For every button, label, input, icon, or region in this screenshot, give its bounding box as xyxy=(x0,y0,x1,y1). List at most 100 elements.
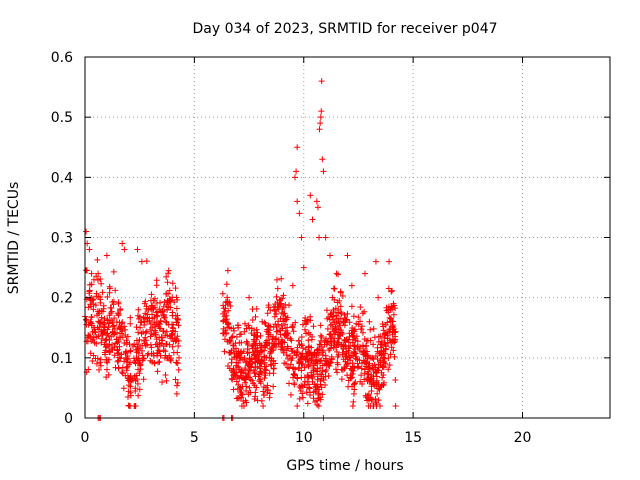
data-point xyxy=(147,297,154,304)
data-point xyxy=(169,330,176,337)
data-point xyxy=(377,359,384,366)
data-point xyxy=(354,364,361,371)
data-point xyxy=(335,318,342,325)
data-point xyxy=(162,332,169,339)
data-point xyxy=(158,333,165,340)
data-point xyxy=(125,388,132,395)
data-point xyxy=(392,328,399,335)
data-point xyxy=(146,317,153,324)
data-point xyxy=(110,301,117,308)
data-point xyxy=(334,361,341,368)
data-point xyxy=(245,391,252,398)
data-point xyxy=(273,335,280,342)
y-tick-label: 0.3 xyxy=(51,231,73,247)
data-point xyxy=(298,382,305,389)
x-tick-label: 5 xyxy=(190,430,199,446)
data-point xyxy=(301,364,308,371)
data-point xyxy=(281,347,288,354)
data-point xyxy=(328,310,335,317)
data-point xyxy=(297,387,304,394)
data-point xyxy=(134,380,141,387)
data-point xyxy=(351,380,358,387)
data-point xyxy=(273,276,280,283)
data-point xyxy=(299,390,306,397)
data-point xyxy=(267,350,274,357)
data-point xyxy=(365,391,372,398)
data-point xyxy=(114,358,121,365)
data-point xyxy=(256,357,263,364)
data-point xyxy=(147,333,154,340)
data-point xyxy=(153,312,160,319)
data-point xyxy=(344,372,351,379)
data-point xyxy=(291,381,298,388)
data-point xyxy=(175,366,182,373)
data-point xyxy=(304,378,311,385)
data-point xyxy=(347,374,354,381)
data-point xyxy=(273,293,280,300)
data-point xyxy=(330,306,337,313)
data-point xyxy=(278,336,285,343)
data-point xyxy=(327,311,334,318)
data-point xyxy=(284,364,291,371)
data-point xyxy=(375,294,382,301)
data-point xyxy=(272,321,279,328)
data-point xyxy=(335,326,342,333)
data-point xyxy=(363,394,370,401)
data-point xyxy=(389,323,396,330)
data-point xyxy=(259,318,266,325)
data-point xyxy=(317,332,324,339)
data-point xyxy=(160,303,167,310)
data-point xyxy=(367,326,374,333)
data-point xyxy=(380,327,387,334)
data-point xyxy=(357,304,364,311)
data-point xyxy=(329,321,336,328)
data-point xyxy=(229,333,236,340)
data-point xyxy=(251,327,258,334)
data-point xyxy=(365,371,372,378)
data-point xyxy=(266,394,273,401)
data-point xyxy=(86,288,93,295)
data-point xyxy=(275,340,282,347)
data-point xyxy=(124,352,131,359)
data-point xyxy=(252,313,259,320)
data-point xyxy=(250,342,257,349)
data-point xyxy=(270,370,277,377)
data-point xyxy=(254,349,261,356)
data-point xyxy=(228,367,235,374)
data-point xyxy=(242,376,249,383)
data-point xyxy=(390,300,397,307)
data-point xyxy=(108,308,115,315)
data-point xyxy=(219,290,226,297)
data-point xyxy=(269,336,276,343)
data-point xyxy=(159,308,166,315)
data-point xyxy=(317,337,324,344)
data-point xyxy=(91,324,98,331)
data-point xyxy=(133,372,140,379)
data-point xyxy=(173,382,180,389)
data-point xyxy=(234,353,241,360)
data-point xyxy=(260,388,267,395)
axis-ticks: 0 0.1 0.2 0.3 0.4 0.5 0.6 0 5 10 15 20 xyxy=(51,50,610,446)
data-point xyxy=(242,379,249,386)
data-point xyxy=(156,339,163,346)
data-point xyxy=(294,402,301,409)
data-point xyxy=(261,319,268,326)
data-point xyxy=(164,306,171,313)
data-point xyxy=(299,321,306,328)
data-point xyxy=(246,384,253,391)
data-point xyxy=(312,356,319,363)
data-point xyxy=(115,349,122,356)
data-point xyxy=(129,342,136,349)
data-point xyxy=(256,371,263,378)
data-point xyxy=(257,332,264,339)
data-point xyxy=(298,234,305,241)
data-point xyxy=(124,363,131,370)
data-point xyxy=(385,285,392,292)
data-point xyxy=(169,312,176,319)
data-point xyxy=(309,378,316,385)
data-point xyxy=(332,344,339,351)
data-point xyxy=(389,318,396,325)
y-tick-label: 0 xyxy=(64,411,73,427)
data-point xyxy=(253,348,260,355)
data-point xyxy=(318,78,325,85)
